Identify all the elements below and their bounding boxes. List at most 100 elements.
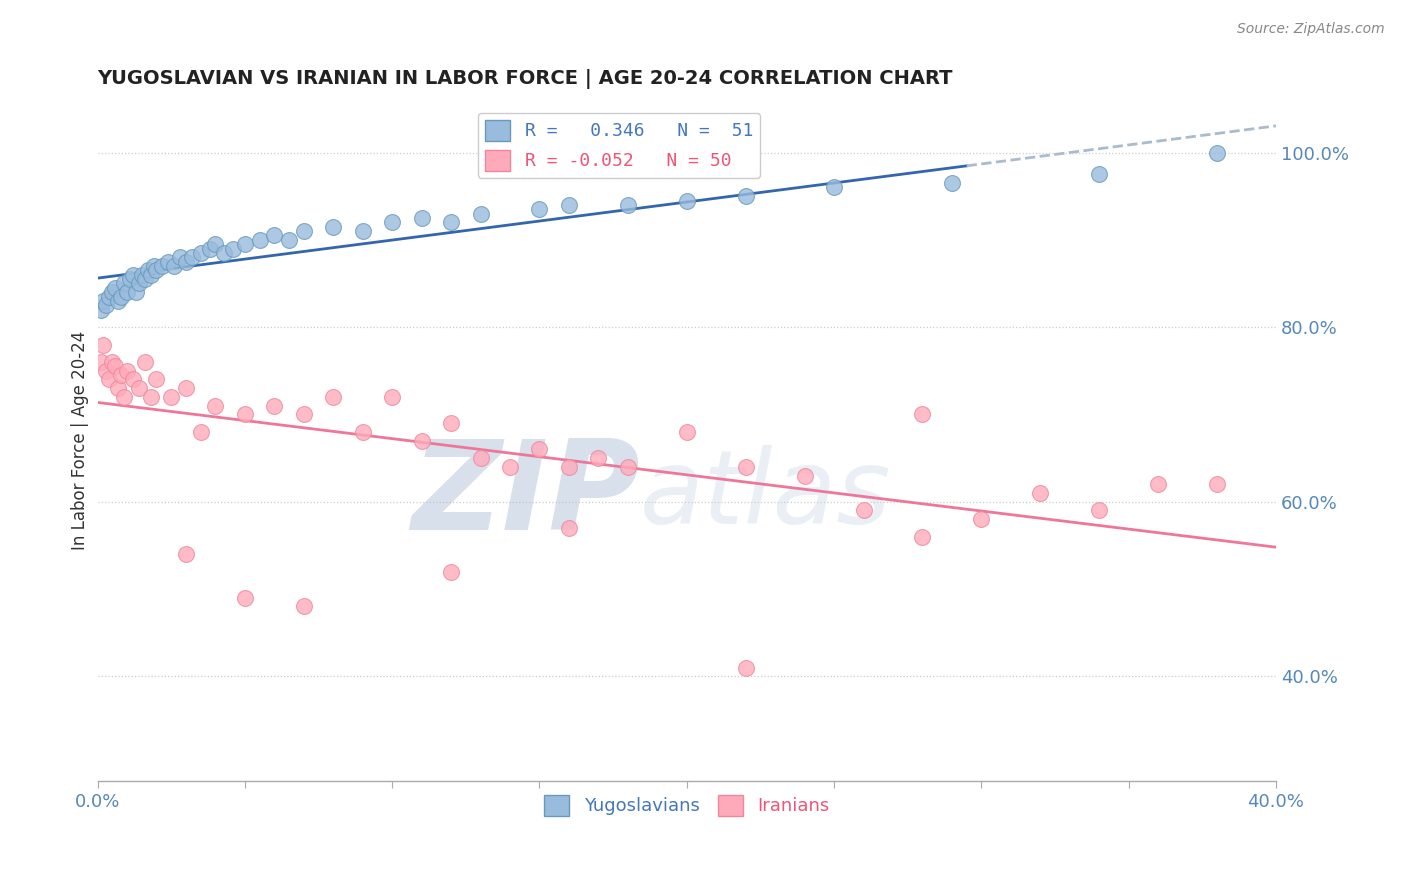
Point	[941, 176, 963, 190]
Point	[470, 451, 492, 466]
Point	[233, 591, 256, 605]
Point	[529, 442, 551, 457]
Text: Source: ZipAtlas.com: Source: ZipAtlas.com	[1237, 22, 1385, 37]
Point	[160, 390, 183, 404]
Point	[101, 355, 124, 369]
Point	[118, 272, 141, 286]
Point	[233, 237, 256, 252]
Point	[115, 364, 138, 378]
Point	[212, 246, 235, 260]
Point	[96, 364, 118, 378]
Point	[1029, 486, 1052, 500]
Point	[734, 459, 756, 474]
Point	[322, 390, 344, 404]
Point	[145, 263, 167, 277]
Point	[93, 337, 115, 351]
Point	[558, 198, 581, 212]
Point	[292, 224, 315, 238]
Point	[134, 355, 156, 369]
Point	[89, 355, 111, 369]
Point	[112, 390, 135, 404]
Point	[122, 268, 145, 282]
Point	[499, 459, 522, 474]
Point	[150, 259, 173, 273]
Point	[222, 242, 245, 256]
Point	[734, 189, 756, 203]
Point	[93, 293, 115, 308]
Point	[588, 451, 610, 466]
Point	[278, 233, 301, 247]
Point	[128, 277, 150, 291]
Point	[292, 599, 315, 614]
Point	[174, 254, 197, 268]
Point	[204, 399, 226, 413]
Point	[793, 468, 815, 483]
Point	[734, 660, 756, 674]
Point	[204, 237, 226, 252]
Text: atlas: atlas	[640, 445, 891, 545]
Y-axis label: In Labor Force | Age 20-24: In Labor Force | Age 20-24	[72, 331, 89, 550]
Point	[233, 408, 256, 422]
Point	[136, 263, 159, 277]
Point	[675, 425, 697, 439]
Point	[1147, 477, 1170, 491]
Point	[110, 368, 132, 383]
Point	[249, 233, 271, 247]
Point	[128, 381, 150, 395]
Point	[112, 277, 135, 291]
Point	[852, 503, 875, 517]
Point	[352, 425, 374, 439]
Point	[823, 180, 845, 194]
Point	[558, 521, 581, 535]
Point	[1088, 503, 1111, 517]
Point	[617, 198, 640, 212]
Point	[125, 285, 148, 300]
Point	[440, 215, 463, 229]
Point	[98, 289, 121, 303]
Point	[1206, 145, 1229, 160]
Point	[145, 372, 167, 386]
Point	[911, 530, 934, 544]
Point	[139, 268, 162, 282]
Point	[180, 250, 202, 264]
Point	[107, 381, 129, 395]
Point	[190, 246, 212, 260]
Text: ZIP: ZIP	[411, 434, 640, 556]
Point	[174, 381, 197, 395]
Point	[157, 254, 180, 268]
Point	[1088, 167, 1111, 181]
Point	[675, 194, 697, 208]
Point	[190, 425, 212, 439]
Point	[101, 285, 124, 300]
Point	[911, 408, 934, 422]
Point	[104, 359, 127, 374]
Point	[411, 211, 433, 225]
Point	[139, 390, 162, 404]
Point	[107, 293, 129, 308]
Point	[122, 372, 145, 386]
Text: YUGOSLAVIAN VS IRANIAN IN LABOR FORCE | AGE 20-24 CORRELATION CHART: YUGOSLAVIAN VS IRANIAN IN LABOR FORCE | …	[97, 69, 953, 88]
Point	[134, 272, 156, 286]
Point	[104, 281, 127, 295]
Point	[263, 399, 285, 413]
Point	[470, 207, 492, 221]
Legend: Yugoslavians, Iranians: Yugoslavians, Iranians	[537, 788, 837, 823]
Point	[970, 512, 993, 526]
Point	[411, 434, 433, 448]
Point	[198, 242, 221, 256]
Point	[169, 250, 191, 264]
Point	[292, 408, 315, 422]
Point	[142, 259, 165, 273]
Point	[1206, 477, 1229, 491]
Point	[558, 459, 581, 474]
Point	[115, 285, 138, 300]
Point	[131, 268, 153, 282]
Point	[89, 302, 111, 317]
Point	[440, 416, 463, 430]
Point	[381, 215, 404, 229]
Point	[322, 219, 344, 234]
Point	[96, 298, 118, 312]
Point	[163, 259, 186, 273]
Point	[529, 202, 551, 217]
Point	[98, 372, 121, 386]
